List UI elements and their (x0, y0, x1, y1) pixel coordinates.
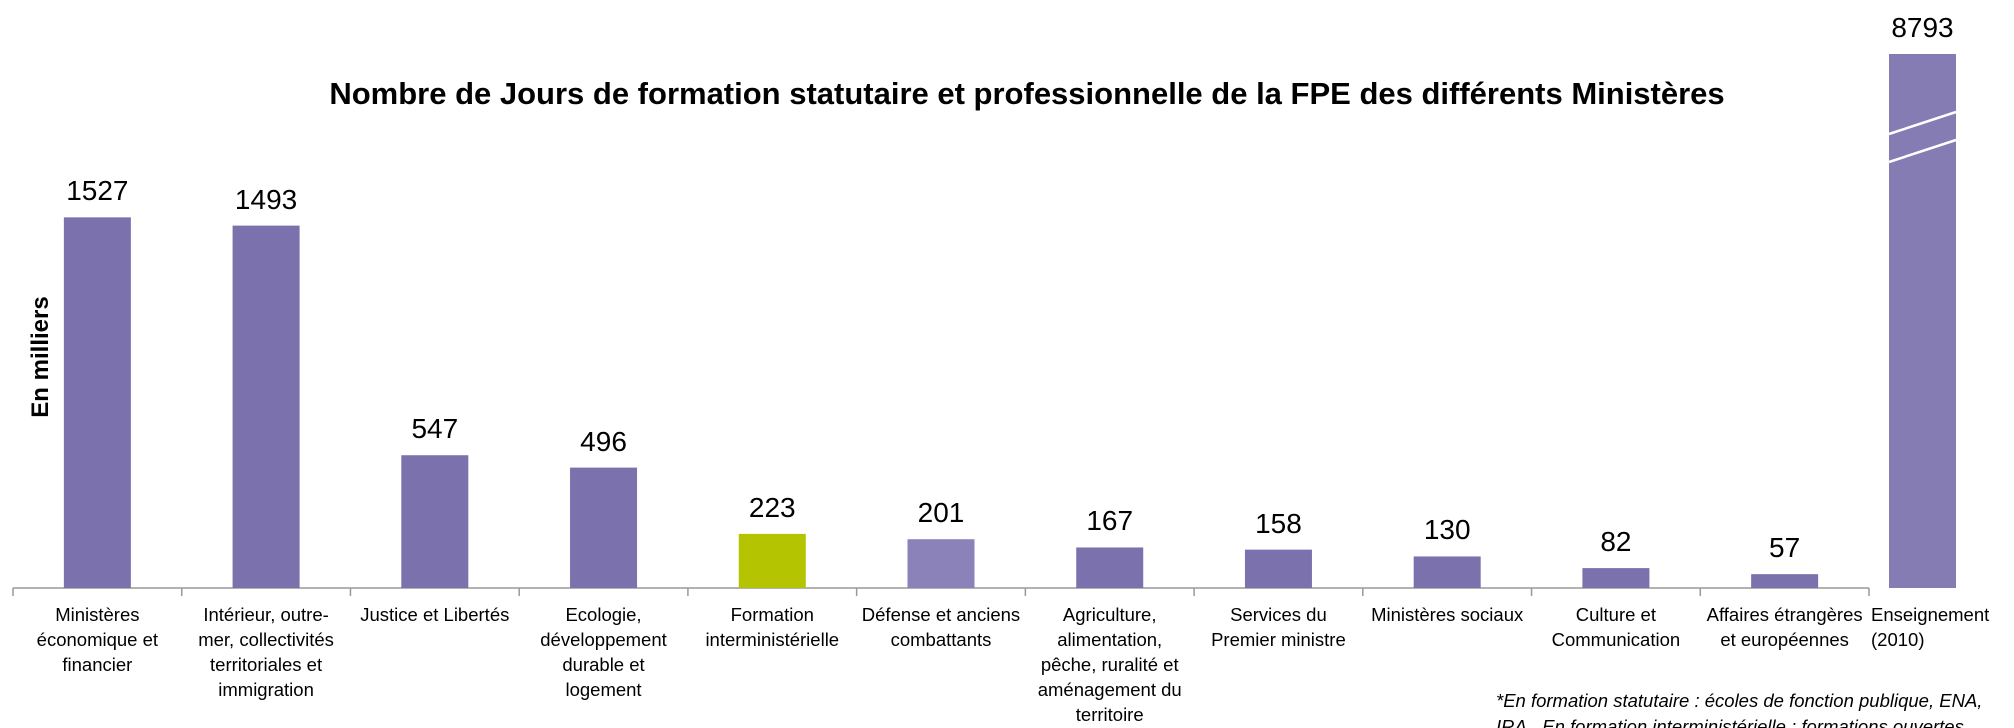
x-tick-label: Enseignement (2010) (1871, 604, 1990, 650)
x-tick-label: Ministères sociaux (1371, 604, 1524, 625)
bar (1244, 549, 1312, 588)
value-label: 201 (917, 497, 965, 529)
x-tick-label: Affaires étrangères et européennes (1706, 604, 1863, 650)
axis-break (1888, 110, 1957, 136)
x-tick-label: Ministères économique et financier (36, 604, 159, 675)
value-label: 82 (1600, 526, 1632, 558)
bar (232, 225, 300, 588)
value-label: 130 (1423, 514, 1471, 546)
chart-title: Nombre de Jours de formation statutaire … (329, 76, 1725, 111)
bar (907, 539, 975, 588)
x-tick-label: Justice et Libertés (360, 604, 510, 625)
value-label: 1527 (66, 175, 129, 207)
bar (1413, 556, 1481, 588)
bar (401, 455, 469, 588)
x-tick-label: Défense et anciens combattants (861, 604, 1021, 650)
bar (1582, 568, 1650, 588)
footnote: *En formation statutaire : écoles de fon… (1496, 690, 1983, 711)
x-tick-label: Formation interministérielle (705, 604, 840, 650)
bar (63, 217, 131, 588)
value-label: 1493 (234, 183, 298, 215)
x-tick-label: Agriculture, alimentation, pêche, rurali… (1037, 604, 1182, 725)
bar (738, 533, 806, 588)
footnote: IRA.. En formation interministérielle : … (1496, 716, 1964, 728)
bar (1751, 574, 1819, 588)
bar (570, 467, 638, 588)
x-tick-label: Ecologie, développement durable et logem… (540, 604, 667, 700)
y-axis-label: En milliers (27, 296, 54, 418)
axis-break (1888, 138, 1957, 164)
x-tick-label: Intérieur, outre-mer, collectivités terr… (198, 604, 334, 700)
value-label: 57 (1769, 532, 1801, 564)
x-tick-label: Culture et Communication (1551, 604, 1681, 650)
bar (1076, 547, 1144, 588)
value-label: 547 (411, 413, 459, 445)
bar (1889, 54, 1956, 588)
value-label: 158 (1255, 507, 1302, 539)
value-label: 167 (1086, 505, 1134, 537)
x-tick-label: Services du Premier ministre (1211, 604, 1346, 650)
value-label: 496 (580, 425, 627, 457)
value-label: 8793 (1891, 12, 1954, 43)
value-label: 223 (748, 491, 796, 523)
